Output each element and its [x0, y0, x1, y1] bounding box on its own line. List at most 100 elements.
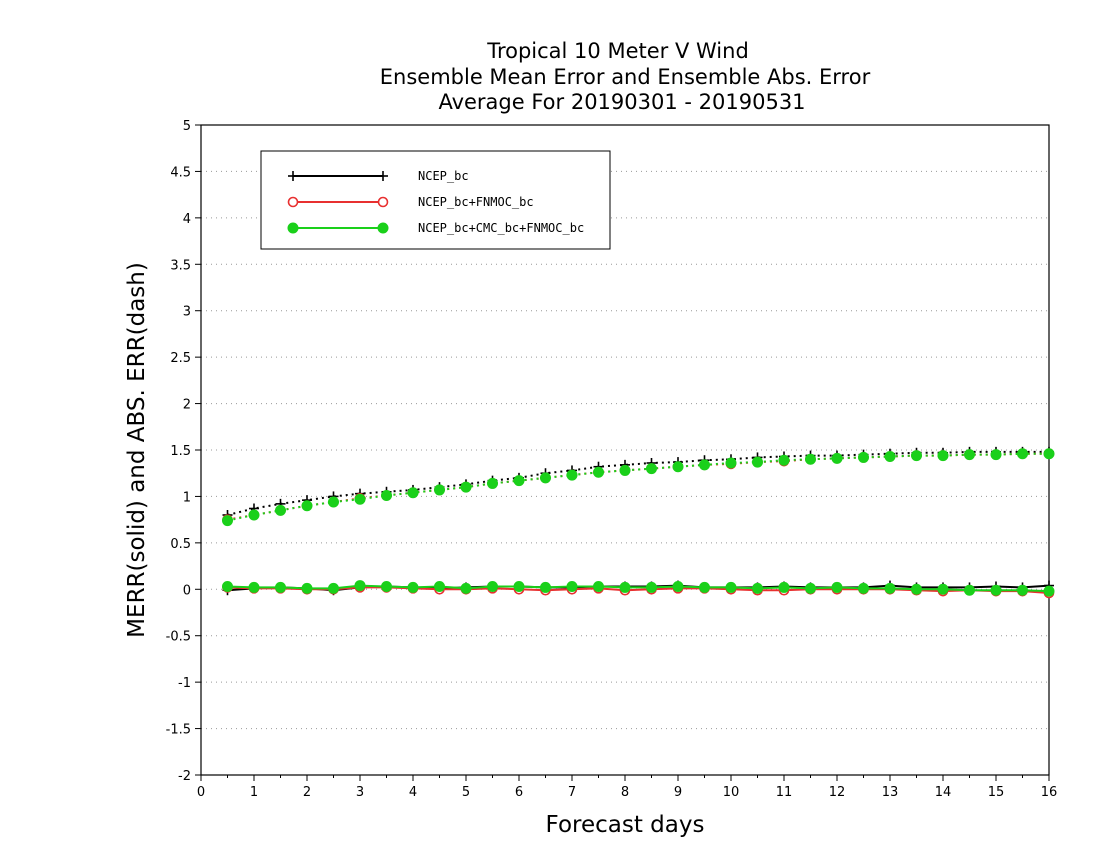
- chart-title: Tropical 10 Meter V Wind Ensemble Mean E…: [380, 39, 871, 114]
- merr-point: [778, 581, 790, 593]
- legend-label: NCEP_bc+FNMOC_bc: [418, 195, 534, 209]
- abs-err-point: [990, 449, 1002, 461]
- merr-point: [460, 582, 472, 594]
- merr-point: [407, 581, 419, 593]
- y-tick-label: -1: [178, 676, 191, 691]
- abs-err-point: [301, 500, 313, 512]
- legend-marker: [378, 171, 388, 181]
- abs-err-point: [672, 461, 684, 473]
- legend-entry: NCEP_bc+FNMOC_bc: [287, 195, 534, 209]
- merr-point: [301, 582, 313, 594]
- legend-entry: NCEP_bc: [288, 169, 469, 183]
- merr-point: [1017, 584, 1028, 596]
- legend-entry: NCEP_bc+CMC_bc+FNMOC_bc: [287, 221, 584, 235]
- y-tick-label: 1.5: [170, 444, 191, 459]
- y-tick-label: 2: [183, 398, 191, 413]
- title-line-2: Ensemble Mean Error and Ensemble Abs. Er…: [380, 65, 871, 89]
- y-tick-label: 3.5: [170, 258, 191, 273]
- y-tick-label: 0: [183, 583, 191, 598]
- legend-marker: [288, 171, 298, 181]
- abs-err-point: [964, 449, 975, 461]
- merr-point: [328, 582, 339, 594]
- abs-err-point: [381, 490, 392, 501]
- x-tick-label: 13: [882, 785, 899, 800]
- merr-point: [805, 582, 816, 594]
- merr-point: [354, 580, 366, 592]
- abs-err-point: [911, 450, 922, 462]
- series-ncep-bc-fnmoc-bc: [222, 448, 1055, 599]
- abs-err-point: [275, 504, 286, 516]
- abs-err-point: [646, 463, 657, 475]
- merr-point: [248, 581, 260, 593]
- abs-err-point: [937, 450, 949, 462]
- merr-point: [646, 581, 657, 593]
- abs-err-point: [407, 487, 419, 499]
- merr-point: [566, 581, 578, 592]
- x-tick-label: 16: [1041, 785, 1058, 800]
- title-line-3: Average For 20190301 - 20190531: [438, 90, 805, 114]
- abs-err-point: [858, 451, 869, 463]
- merr-point: [513, 581, 525, 592]
- x-tick-label: 8: [621, 785, 629, 800]
- merr-point: [434, 581, 445, 592]
- merr-point: [222, 581, 233, 592]
- legend-box: [260, 150, 611, 250]
- abs-err-point: [566, 469, 578, 481]
- x-tick-label: 7: [568, 785, 576, 800]
- merr-point: [540, 581, 551, 593]
- merr-point: [937, 583, 949, 595]
- x-tick-label: 10: [723, 785, 740, 800]
- merr-point: [619, 581, 631, 593]
- axis-ticks: [195, 124, 1050, 781]
- x-tick-label: 14: [935, 785, 952, 800]
- merr-point: [1043, 585, 1055, 597]
- abs-err-point: [725, 457, 737, 469]
- y-tick-label: 4.5: [170, 165, 191, 180]
- legend-marker: [287, 196, 299, 208]
- x-tick-label: 4: [409, 785, 417, 800]
- abs-err-point: [699, 459, 710, 471]
- merr-point: [593, 581, 604, 592]
- abs-err-point: [354, 493, 366, 505]
- abs-err-point: [778, 454, 790, 466]
- abs-err-point: [831, 452, 843, 464]
- legend-label: NCEP_bc+CMC_bc+FNMOC_bc: [418, 221, 584, 235]
- y-tick-label: 1: [183, 490, 191, 505]
- legend-marker: [377, 196, 389, 208]
- merr-point: [990, 584, 1002, 596]
- abs-err-line: [227, 450, 1049, 516]
- merr-point: [275, 581, 286, 593]
- x-tick-label: 3: [356, 785, 364, 800]
- abs-err-point: [248, 509, 260, 521]
- legend: NCEP_bc NCEP_bc+FNMOC_bc NCEP_bc+CMC_bc+FN…: [260, 150, 611, 250]
- y-tick-label: 2.5: [170, 351, 191, 366]
- y-axis-label: MERR(solid) and ABS. ERR(dash): [124, 262, 150, 638]
- merr-point: [884, 582, 896, 594]
- x-tick-label: 5: [462, 785, 470, 800]
- x-tick-label: 6: [515, 785, 523, 800]
- y-tick-label: -0.5: [166, 630, 191, 645]
- abs-err-point: [593, 466, 604, 478]
- merr-point: [672, 581, 684, 592]
- y-tick-label: 0.5: [170, 537, 191, 552]
- x-tick-label: 11: [776, 785, 793, 800]
- y-tick-label: 5: [183, 119, 191, 134]
- y-tick-label: 4: [183, 212, 191, 227]
- merr-point: [858, 582, 869, 594]
- title-line-1: Tropical 10 Meter V Wind: [486, 39, 749, 63]
- grid-lines: [201, 170, 1049, 730]
- abs-err-point: [513, 475, 525, 487]
- x-tick-label: 15: [988, 785, 1005, 800]
- x-tick-label: 1: [250, 785, 258, 800]
- legend-entries: NCEP_bc NCEP_bc+FNMOC_bc NCEP_bc+CMC_bc+FN…: [287, 169, 584, 235]
- merr-point: [725, 581, 737, 593]
- abs-err-point: [1043, 448, 1055, 460]
- merr-point: [831, 581, 843, 593]
- y-tick-label: -2: [178, 769, 191, 784]
- abs-err-point: [460, 481, 472, 493]
- series-lines: [222, 446, 1055, 599]
- merr-point: [487, 581, 498, 592]
- abs-err-point: [540, 472, 551, 484]
- abs-err-point: [805, 453, 816, 465]
